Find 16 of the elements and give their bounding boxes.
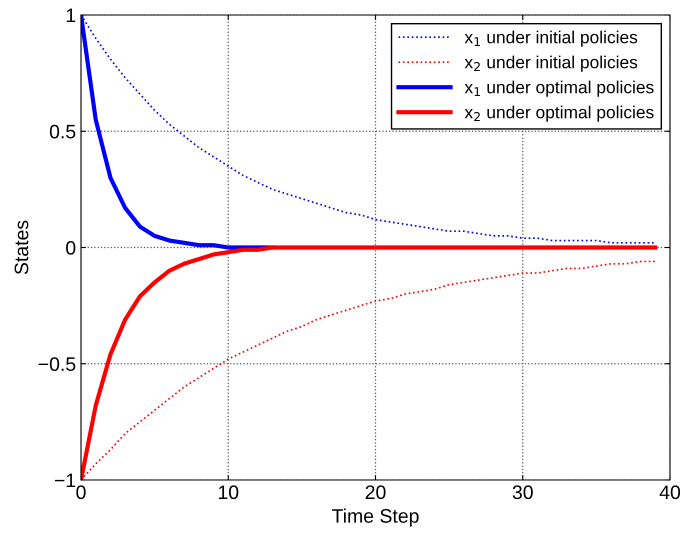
x-tick-label: 0 <box>76 485 86 500</box>
y-axis-title: States <box>14 220 28 274</box>
legend-label: x$_{2}$ under optimal policies <box>464 106 654 122</box>
y-tick-label: 0 <box>66 240 76 255</box>
x-tick-label: 20 <box>366 485 386 500</box>
y-tick-label: −1 <box>54 474 76 488</box>
y-tick-label: 1 <box>66 8 76 22</box>
x-tick-label: 40 <box>660 485 680 500</box>
legend-label: x$_{1}$ under optimal policies <box>464 80 654 97</box>
legend-label: x$_{1}$ under initial policies <box>464 30 638 47</box>
x-tick-label: 10 <box>218 485 238 500</box>
x-tick-label: 30 <box>512 485 533 500</box>
legend-label: x$_{2}$ under initial policies <box>464 56 638 72</box>
y-tick-label: 0.5 <box>50 124 76 138</box>
y-tick-label: −0.5 <box>38 357 76 371</box>
x-axis-title: Time Step <box>332 508 419 527</box>
